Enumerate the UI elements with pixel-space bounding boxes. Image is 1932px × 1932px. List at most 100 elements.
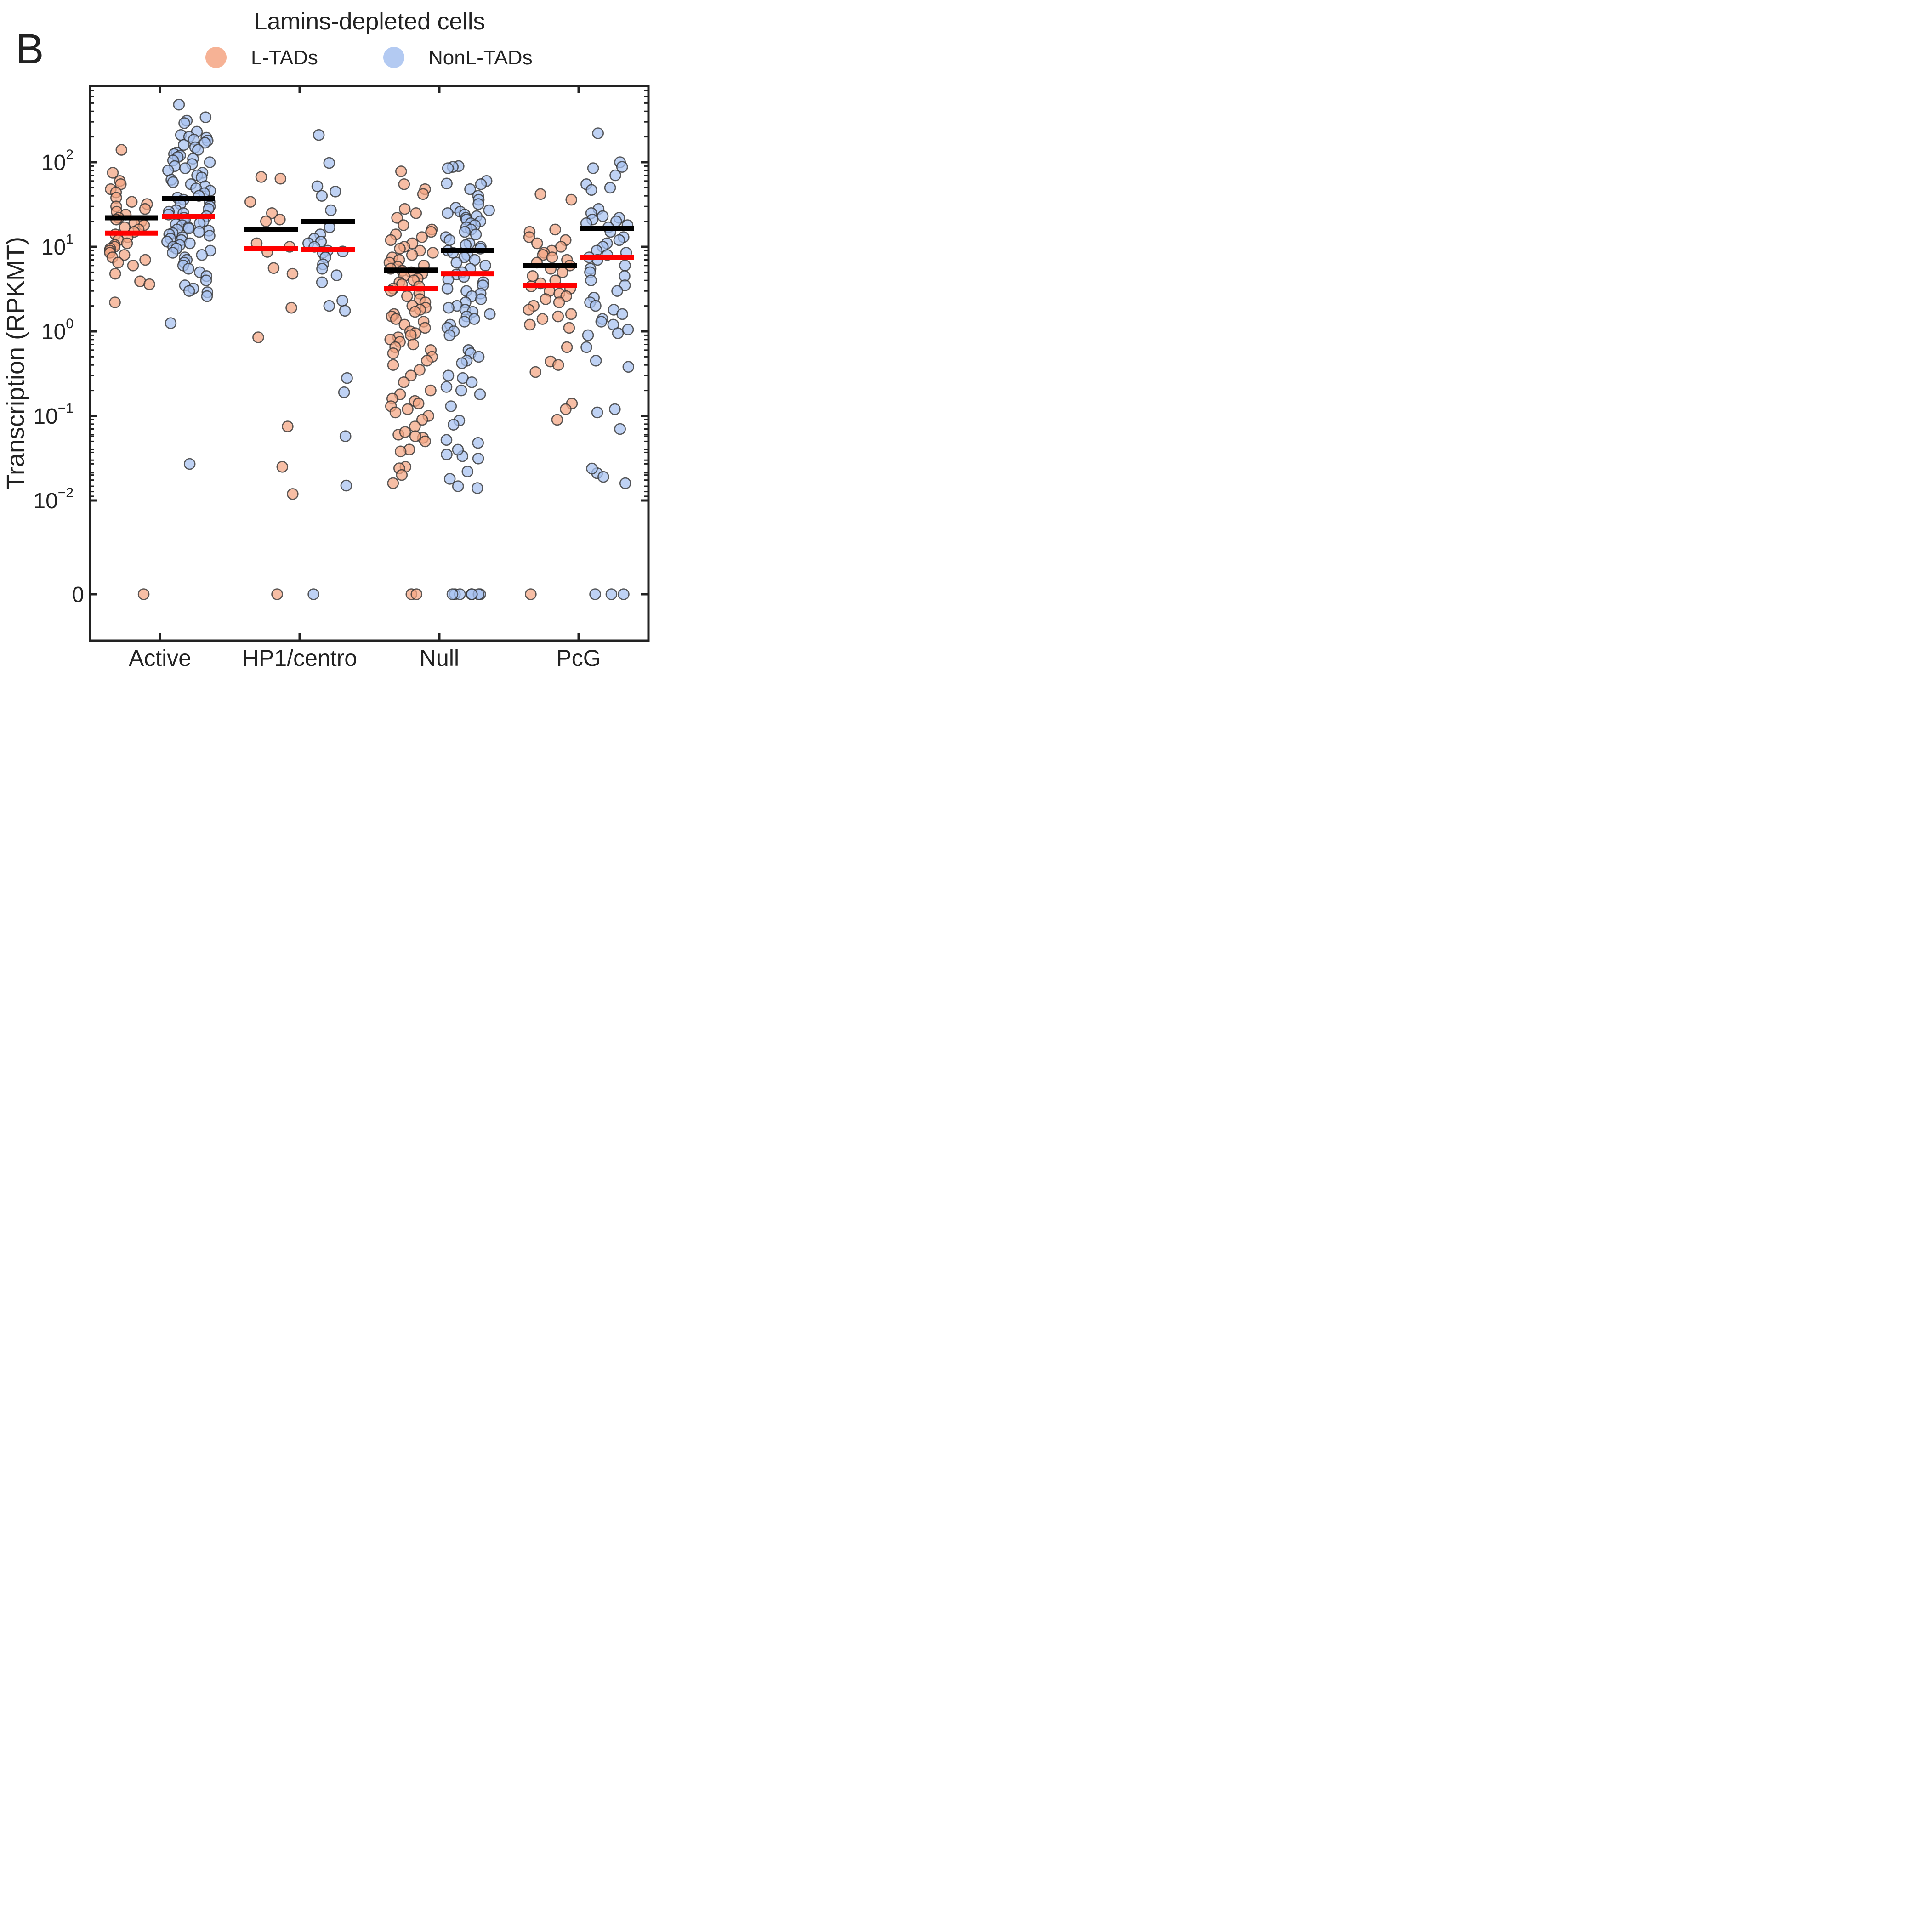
data-point [466, 376, 478, 388]
x-tick-label: Null [420, 645, 459, 671]
data-point [446, 588, 459, 600]
data-point [311, 180, 324, 193]
data-point [183, 285, 195, 297]
data-point [416, 231, 428, 243]
summary-bars [105, 196, 634, 291]
data-point [204, 230, 216, 242]
data-point [445, 400, 457, 412]
data-point [398, 376, 410, 388]
data-point [525, 588, 537, 600]
data-point [619, 477, 631, 489]
data-point [339, 430, 352, 443]
data-point [549, 223, 561, 236]
data-point [267, 262, 280, 274]
data-point [452, 443, 464, 456]
y-tick-label: 101 [41, 232, 74, 260]
data-point [442, 369, 455, 382]
data-point [464, 183, 476, 195]
data-point [266, 207, 278, 219]
data-point [200, 274, 212, 287]
data-point [585, 184, 597, 196]
data-point [330, 269, 343, 281]
data-point [590, 354, 602, 367]
data-point [443, 329, 456, 341]
data-point [546, 251, 558, 263]
data-point [183, 222, 195, 234]
data-point [282, 420, 294, 432]
data-point [196, 249, 208, 261]
data-point [416, 414, 428, 426]
data-point [421, 354, 433, 367]
data-point [307, 588, 319, 600]
x-tick-label: HP1/centro [242, 645, 357, 671]
data-point [472, 437, 484, 449]
data-point [475, 178, 487, 190]
data-point [192, 144, 204, 156]
plot-frame [89, 85, 650, 642]
data-point [255, 171, 267, 183]
data-point [552, 359, 564, 371]
data-point [470, 228, 482, 240]
data-point [252, 331, 264, 343]
data-point [472, 351, 485, 363]
data-point [447, 419, 460, 431]
data-point [529, 366, 541, 378]
data-point [531, 237, 543, 250]
data-point [483, 204, 495, 216]
data-points [104, 98, 635, 600]
data-point [184, 237, 196, 250]
data-point [441, 177, 453, 190]
data-point [402, 403, 414, 415]
data-point [395, 165, 407, 177]
data-point [425, 226, 437, 238]
data-point [407, 338, 419, 351]
data-point [443, 301, 455, 314]
data-point [590, 300, 602, 312]
data-point [472, 482, 483, 494]
data-point [165, 317, 177, 330]
data-point [452, 480, 464, 492]
data-point [551, 414, 563, 426]
data-point [329, 185, 341, 198]
data-point [244, 196, 256, 208]
data-point [619, 259, 631, 272]
data-point [316, 276, 328, 289]
data-point [177, 139, 190, 151]
data-point [137, 588, 150, 600]
x-tick-label: PcG [556, 645, 601, 671]
data-point [466, 588, 478, 600]
data-point [472, 452, 484, 465]
data-point [115, 144, 128, 156]
y-axis-label: Transcription (RPKMT) [2, 237, 29, 489]
data-point [182, 262, 195, 275]
data-point [612, 327, 624, 339]
data-point [616, 308, 628, 320]
chart-title: Lamins-depleted cells [254, 8, 485, 35]
legend-marker-nonl-tads [383, 47, 404, 68]
data-point [619, 279, 631, 291]
data-point [406, 249, 418, 261]
data-point [323, 157, 335, 169]
data-point [441, 283, 454, 295]
data-point [622, 324, 634, 335]
data-point [409, 306, 421, 318]
data-point [387, 347, 399, 359]
data-point [391, 212, 403, 224]
data-point [540, 293, 552, 305]
data-point [409, 420, 421, 432]
data-point [143, 278, 155, 290]
data-point [468, 313, 480, 325]
data-point [524, 318, 536, 331]
data-point [167, 176, 179, 188]
data-point [605, 588, 618, 600]
data-point [618, 588, 630, 600]
legend: L-TADs NonL-TADs [205, 46, 533, 69]
data-point [442, 162, 454, 174]
data-point [414, 364, 426, 376]
data-point [616, 161, 628, 173]
data-point [456, 357, 468, 369]
data-point [419, 322, 431, 334]
data-point [286, 267, 299, 280]
y-tick-label: 10−1 [33, 401, 74, 429]
data-point [609, 403, 621, 415]
